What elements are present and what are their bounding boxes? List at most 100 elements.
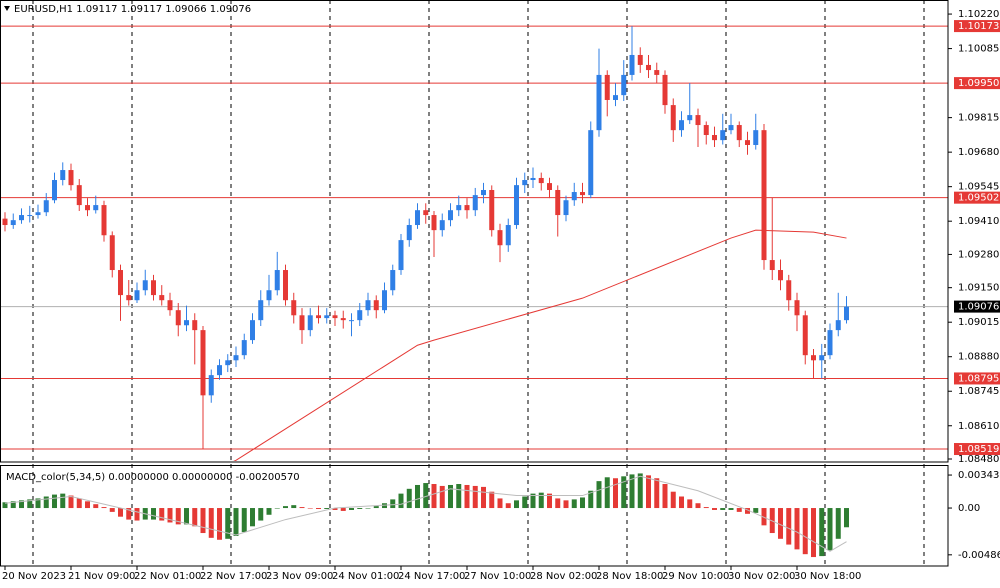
- macd-bar: [184, 508, 189, 525]
- macd-bar: [373, 506, 379, 509]
- candle-body: [456, 205, 462, 211]
- macd-bar: [547, 493, 552, 509]
- macd-bar: [134, 508, 140, 521]
- macd-bar: [299, 507, 305, 509]
- candle-body: [93, 205, 99, 211]
- candle-body: [712, 135, 717, 141]
- candle-body: [613, 95, 618, 100]
- macd-bar: [365, 508, 371, 509]
- macd-bar: [439, 485, 445, 509]
- candle-body: [629, 54, 635, 75]
- macd-bar: [819, 508, 825, 557]
- macd-bar: [52, 494, 57, 509]
- y-tick-label: 1.08745: [958, 386, 999, 397]
- candle-body: [200, 330, 206, 396]
- candle-body: [19, 215, 24, 221]
- candle-body: [134, 290, 140, 301]
- macd-bar: [835, 508, 841, 539]
- macd-bar: [398, 493, 404, 509]
- candle-body: [720, 130, 726, 141]
- macd-bar: [423, 483, 429, 509]
- candle-body: [118, 270, 123, 296]
- macd-bar: [555, 498, 561, 509]
- macd-bar: [637, 473, 643, 509]
- candle-body: [819, 355, 825, 361]
- candle-body: [580, 192, 585, 196]
- macd-bar: [175, 508, 181, 525]
- y-tick-label: 1.09680: [958, 147, 999, 158]
- macd-bar: [505, 503, 511, 509]
- candle-body: [250, 320, 255, 341]
- candle-body: [415, 210, 420, 226]
- candle-body: [299, 315, 305, 331]
- macd-bar: [258, 508, 264, 521]
- macd-bar: [794, 508, 800, 550]
- candle-body: [662, 74, 668, 106]
- macd-pane: [2, 473, 849, 558]
- candle-body: [85, 205, 90, 211]
- macd-bar: [844, 508, 849, 528]
- level-label-box: [954, 191, 1000, 204]
- candle-body: [794, 300, 800, 316]
- macd-bar: [654, 478, 660, 509]
- candle-body: [52, 180, 57, 201]
- candle-body: [802, 315, 808, 356]
- candle-body: [167, 300, 173, 311]
- candle-body: [283, 270, 288, 301]
- menu-arrow[interactable]: [4, 6, 10, 11]
- y-tick-label: 1.08480: [958, 454, 999, 465]
- level-label-box: [954, 372, 1000, 385]
- y-tick-label: 1.10085: [958, 44, 999, 55]
- candle-body: [307, 315, 313, 331]
- macd-bar: [85, 501, 90, 509]
- candle-body: [703, 125, 709, 136]
- candle-body: [596, 74, 602, 131]
- macd-bar: [646, 475, 651, 509]
- candle-body: [35, 212, 41, 216]
- macd-bar: [415, 484, 420, 509]
- candle-body: [588, 130, 594, 196]
- y-tick-label: 1.09150: [958, 283, 999, 294]
- macd-bar: [753, 508, 759, 513]
- candle-body: [109, 235, 115, 271]
- macd-bar: [778, 508, 783, 539]
- candle-body: [753, 130, 759, 145]
- candle-body: [266, 290, 272, 301]
- macd-bar: [472, 485, 478, 509]
- candle-body: [233, 355, 239, 361]
- macd-bar: [728, 508, 734, 510]
- macd-bar: [118, 508, 123, 517]
- y-tick-label: 1.08610: [958, 421, 999, 432]
- macd-bar: [571, 499, 577, 509]
- candle-body: [316, 315, 321, 319]
- current-price-box: [954, 300, 1000, 313]
- macd-bar: [538, 492, 544, 509]
- macd-bar: [27, 499, 33, 509]
- candle-body: [761, 130, 767, 261]
- candle-body: [151, 280, 156, 296]
- candle-body: [811, 355, 816, 361]
- x-tick-label: 23 Nov 09:00: [266, 571, 333, 582]
- candle-body: [679, 120, 684, 131]
- macd-frame: [0, 465, 949, 567]
- level-label: 1.08795: [958, 373, 999, 384]
- macd-bar: [481, 486, 486, 509]
- candle-body: [514, 185, 519, 226]
- macd-bar: [217, 508, 222, 540]
- level-label: 1.09502: [958, 193, 999, 204]
- candle-body: [10, 220, 16, 226]
- macd-bar: [489, 491, 495, 509]
- macd-bar: [324, 508, 330, 510]
- axes: 1.10220 1.10085 1.09815 1.09680 1.09545 1.094…: [2, 9, 1000, 582]
- candle-body: [349, 320, 354, 322]
- current-price-label: 1.09076: [958, 302, 999, 313]
- macd-bar: [76, 498, 82, 509]
- macd-bar: [827, 508, 833, 551]
- candle-body: [769, 260, 775, 271]
- candle-body: [406, 225, 412, 241]
- macd-bar: [530, 493, 536, 509]
- candle-body: [786, 280, 792, 301]
